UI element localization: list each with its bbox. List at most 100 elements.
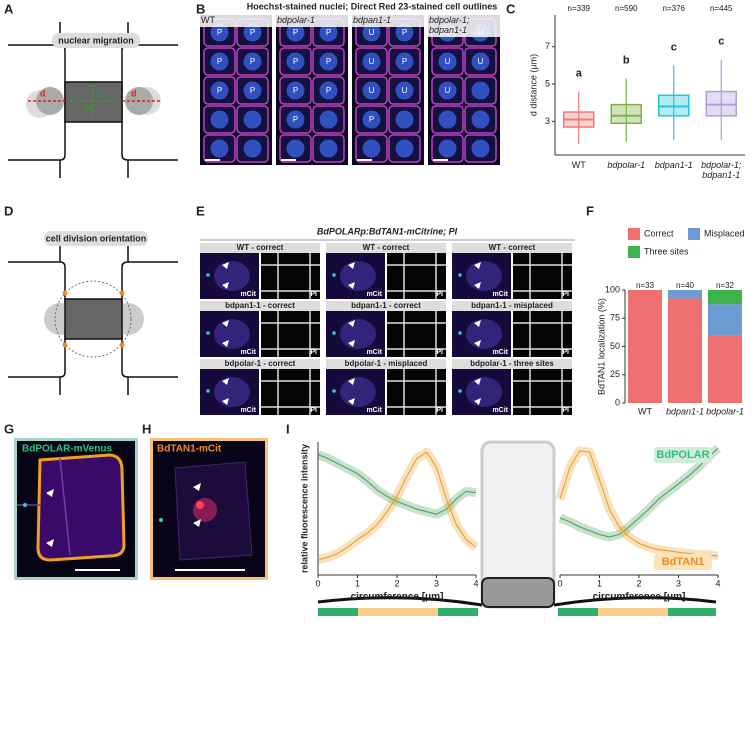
x-tick-label: 1	[597, 578, 602, 588]
x-axis-label: circumference [μm]	[593, 592, 686, 603]
pi-outline	[513, 311, 572, 357]
y-tick-label: 50	[610, 341, 620, 351]
nucleus	[438, 52, 457, 71]
legend-swatch	[628, 228, 640, 240]
label-bg	[200, 15, 272, 27]
group-letter: c	[718, 36, 724, 48]
tile-label: WT - correct	[237, 243, 284, 252]
nucleus	[362, 52, 381, 71]
label-bg	[352, 15, 424, 27]
group-letter: b	[623, 54, 630, 66]
panel-title: Hoechst-stained nuclei; Direct Red 23-st…	[247, 1, 498, 11]
image-label: bdpolar-1; bdpan1-1	[429, 15, 470, 35]
nucleus-label: P	[369, 115, 374, 124]
x-tick-label: bdpan1-1	[655, 160, 693, 170]
tile-label: bdpolar-1 - misplaced	[345, 359, 428, 368]
channel-label: PI	[310, 291, 317, 298]
channel-label: mCit	[240, 407, 256, 414]
channel-label: mCit	[492, 349, 508, 356]
tile-header	[200, 301, 320, 311]
arrowhead	[222, 378, 229, 405]
panel-letter: B	[196, 1, 205, 16]
nucleus	[319, 139, 338, 158]
diagram-d	[8, 240, 178, 395]
nucleus-label: P	[326, 28, 331, 37]
nucleus	[319, 81, 338, 100]
tile-label: WT - correct	[363, 243, 410, 252]
panel-title: BdPOLARp:BdTAN1-mCitrine; PI	[317, 226, 458, 236]
asterisk	[332, 273, 336, 277]
nucleus	[210, 110, 229, 129]
y-axis-label: d distance (μm)	[528, 54, 538, 116]
x-tick-label: bdpolar-1; bdpan1-1	[701, 160, 741, 180]
cell-signal	[340, 319, 376, 349]
nucleus	[362, 139, 381, 158]
nucleus	[362, 110, 381, 129]
l-label: l	[97, 89, 100, 99]
channel-label: mCit	[240, 291, 256, 298]
channel-label: mCit	[366, 349, 382, 356]
tile-header	[200, 243, 320, 253]
n-label: n=40	[676, 281, 695, 290]
image-label: bdpolar-1	[277, 15, 315, 25]
asterisk	[332, 389, 336, 393]
diagram-label: nuclear migration	[58, 35, 134, 45]
tile-header	[326, 301, 446, 311]
x-tick-label: bdpolar-1	[607, 160, 645, 170]
x-tick-label: WT	[571, 160, 586, 170]
y-tick-label: 25	[610, 369, 620, 379]
nucleus	[319, 110, 338, 129]
arrowhead	[474, 378, 481, 405]
tile-label: bdpolar-1 - correct	[225, 359, 296, 368]
nucleus	[395, 110, 414, 129]
x-tick-label: bdpan1-1	[666, 406, 704, 416]
x-tick-label: 3	[676, 578, 681, 588]
label-box	[52, 33, 140, 48]
nucleus-label: U	[369, 28, 375, 37]
x-tick-label: 4	[473, 578, 478, 588]
cell-signal	[340, 261, 376, 291]
arrowhead	[222, 262, 229, 289]
x-tick-label: 0	[557, 578, 562, 588]
x-tick-label: WT	[638, 406, 652, 416]
channel-label: PI	[562, 291, 569, 298]
pi-outline	[513, 253, 572, 299]
tile-header	[200, 359, 320, 369]
nucleus-label: U	[445, 57, 451, 66]
channel-label: PI	[436, 349, 443, 356]
nucleus	[286, 52, 305, 71]
image-label: WT	[201, 15, 215, 25]
image-label: bdpan1-1	[353, 15, 391, 25]
image-label: bdpolar-1	[277, 15, 315, 25]
arrowhead	[348, 320, 355, 347]
group-letter: c	[671, 41, 677, 53]
nucleus-label: P	[402, 28, 407, 37]
nucleus	[395, 52, 414, 71]
nucleus-label: U	[445, 86, 451, 95]
bar-segment	[708, 290, 742, 305]
nucleus	[243, 52, 262, 71]
nucleus	[471, 81, 490, 100]
tile-label: bdpan1-1 - correct	[351, 301, 421, 310]
y-tick-label: 75	[610, 313, 620, 323]
pi-outline	[261, 369, 320, 415]
nucleus	[438, 110, 457, 129]
x-tick-label: 2	[636, 578, 641, 588]
arrowhead	[222, 320, 229, 347]
nucleus-label: P	[250, 86, 255, 95]
arrowhead	[474, 262, 481, 289]
nucleus	[286, 23, 305, 42]
asterisk	[458, 331, 462, 335]
nucleus	[286, 81, 305, 100]
nucleus	[210, 52, 229, 71]
line	[317, 451, 477, 561]
w-label: w	[84, 103, 93, 113]
nucleus	[243, 110, 262, 129]
image-label: BdTAN1-mCit	[157, 444, 222, 455]
n-label: n=339	[568, 4, 591, 13]
channel-label: PI	[562, 407, 569, 414]
x-tick-label: bdpolar-1	[706, 406, 744, 416]
nucleus	[471, 52, 490, 71]
arrowhead	[348, 378, 355, 405]
cell-signal	[214, 319, 250, 349]
